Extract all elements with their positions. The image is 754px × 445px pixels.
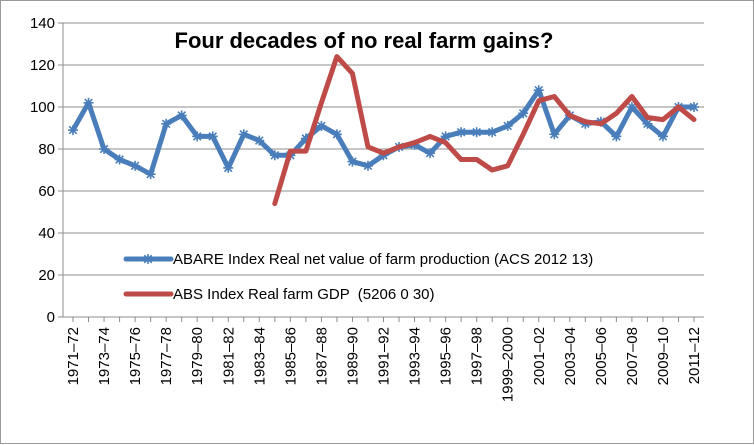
x-tick-label: 1981–82 (220, 327, 237, 385)
legend-marker-1 (143, 254, 153, 264)
x-tick-label: 1973–74 (96, 327, 113, 385)
series-line-1 (70, 87, 697, 177)
series-lines (68, 54, 699, 207)
x-tick-label: 2005–06 (593, 327, 610, 385)
series-point-1 (626, 102, 637, 112)
axes (58, 22, 704, 322)
chart-title: Four decades of no real farm gains? (175, 28, 554, 53)
series-point-1 (192, 131, 203, 142)
series-point-1 (533, 85, 544, 96)
series-point-1 (471, 127, 482, 138)
gridlines (63, 22, 704, 276)
series-point-1 (68, 125, 78, 136)
series-point-1 (456, 127, 467, 138)
series-point-1 (99, 144, 110, 154)
y-tick-label: 20 (38, 267, 55, 284)
series-point-1 (176, 110, 187, 121)
series-point-1 (254, 135, 265, 146)
y-axis-ticks: 0 20 40 60 80 100 120 140 (30, 15, 55, 326)
x-tick-label: 1997–98 (469, 327, 486, 385)
x-tick-label: 2007–08 (624, 327, 641, 385)
series-point-1 (425, 148, 436, 159)
series-point-1 (689, 102, 699, 112)
series-point-1 (518, 108, 529, 119)
series-point-1 (657, 131, 668, 142)
x-tick-label: 1979–80 (189, 327, 206, 385)
series-point-1 (502, 120, 513, 131)
series-point-1 (440, 131, 451, 142)
y-tick-label: 140 (30, 15, 55, 32)
x-tick-label: 2011–12 (686, 327, 703, 384)
series-point-1 (549, 129, 560, 140)
series-point-1 (238, 129, 249, 140)
y-tick-label: 80 (38, 141, 55, 158)
y-tick-label: 60 (38, 183, 55, 200)
series-point-1 (114, 154, 125, 165)
series-point-1 (269, 150, 280, 161)
x-tick-label: 2003–04 (562, 327, 579, 385)
x-tick-label: 2001–02 (531, 327, 548, 385)
series-point-1 (487, 127, 498, 138)
x-tick-label: 1999–2000 (500, 327, 517, 402)
x-tick-label: 1987–88 (313, 327, 330, 385)
x-tick-label: 1989–90 (344, 327, 361, 385)
series-point-1 (83, 97, 94, 108)
y-tick-label: 0 (47, 309, 55, 326)
series-point-1 (362, 160, 373, 171)
x-tick-label: 1983–84 (251, 327, 268, 385)
x-tick-label: 1977–78 (158, 327, 175, 385)
series-point-1 (611, 131, 622, 142)
series-point-1 (331, 129, 342, 140)
y-tick-label: 120 (30, 57, 55, 74)
series-point-1 (145, 169, 156, 180)
x-tick-label: 1971–72 (65, 327, 82, 385)
x-tick-label: 1995–96 (438, 327, 455, 385)
series-point-1 (130, 160, 141, 171)
y-tick-label: 100 (30, 99, 55, 116)
series-point-1 (161, 118, 172, 129)
series-point-1 (642, 118, 653, 129)
x-tick-label: 2009–10 (655, 327, 672, 385)
legend: ABARE Index Real net value of farm produ… (123, 251, 593, 303)
x-tick-label: 1991–92 (376, 327, 393, 385)
y-tick-label: 40 (38, 225, 55, 242)
legend-label-1: ABARE Index Real net value of farm produ… (173, 251, 593, 268)
legend-label-2: ABS Index Real farm GDP (5206 0 30) (173, 286, 435, 303)
x-tick-label: 1975–76 (127, 327, 144, 385)
series-point-1 (207, 131, 218, 142)
series-point-1 (347, 156, 358, 167)
x-tick-label: 1993–94 (407, 327, 424, 385)
x-axis-ticks: 1971–72 1973–74 1975–76 1977–78 1979–80 1981–… (65, 327, 703, 402)
x-tick-label: 1985–86 (282, 327, 299, 385)
series-line-2 (272, 54, 697, 207)
series-point-1 (223, 162, 234, 173)
series-point-1 (316, 120, 327, 131)
